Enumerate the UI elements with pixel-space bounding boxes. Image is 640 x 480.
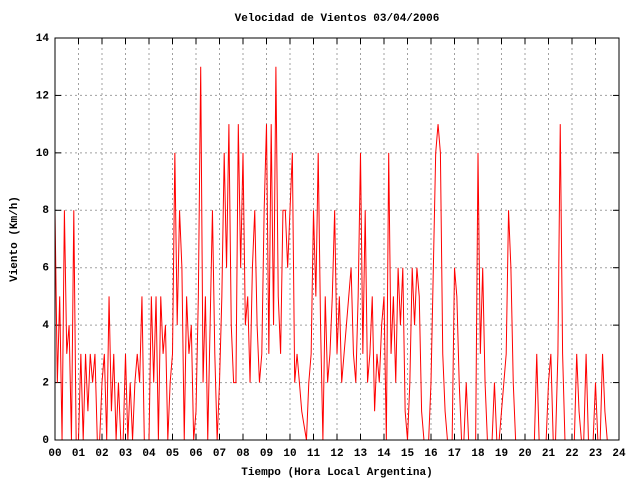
y-tick-label: 2 — [42, 377, 49, 389]
y-tick-label: 14 — [36, 33, 50, 45]
chart-title: Velocidad de Vientos 03/04/2006 — [235, 13, 440, 25]
x-tick-label: 19 — [495, 448, 508, 460]
x-tick-label: 06 — [189, 448, 202, 460]
x-tick-label: 00 — [48, 448, 61, 460]
x-tick-label: 18 — [471, 448, 485, 460]
x-tick-label: 13 — [354, 448, 368, 460]
x-tick-label: 16 — [424, 448, 437, 460]
plot-border — [54, 37, 620, 441]
x-tick-label: 04 — [142, 448, 156, 460]
x-tick-label: 12 — [330, 448, 343, 460]
x-tick-label: 24 — [612, 448, 626, 460]
y-tick-label: 10 — [36, 148, 49, 160]
x-tick-label: 21 — [542, 448, 556, 460]
y-tick-label: 8 — [42, 205, 49, 217]
x-tick-label: 14 — [377, 448, 391, 460]
x-tick-label: 09 — [260, 448, 273, 460]
x-tick-label: 17 — [448, 448, 461, 460]
x-tick-label: 22 — [565, 448, 578, 460]
x-tick-label: 03 — [119, 448, 133, 460]
x-tick-label: 23 — [589, 448, 603, 460]
x-tick-label: 05 — [166, 448, 180, 460]
x-tick-label: 15 — [401, 448, 415, 460]
y-axis-label: Viento (Km/h) — [9, 196, 21, 282]
x-axis-label: Tiempo (Hora Local Argentina) — [241, 467, 432, 479]
x-tick-label: 08 — [236, 448, 250, 460]
y-tick-label: 12 — [36, 90, 49, 102]
x-tick-label: 02 — [95, 448, 108, 460]
x-tick-label: 10 — [283, 448, 296, 460]
y-tick-label: 0 — [42, 435, 49, 447]
y-tick-label: 6 — [42, 263, 49, 275]
y-tick-label: 4 — [42, 320, 49, 332]
x-tick-label: 01 — [72, 448, 86, 460]
x-tick-label: 07 — [213, 448, 226, 460]
x-tick-label: 11 — [307, 448, 321, 460]
x-tick-label: 20 — [518, 448, 531, 460]
